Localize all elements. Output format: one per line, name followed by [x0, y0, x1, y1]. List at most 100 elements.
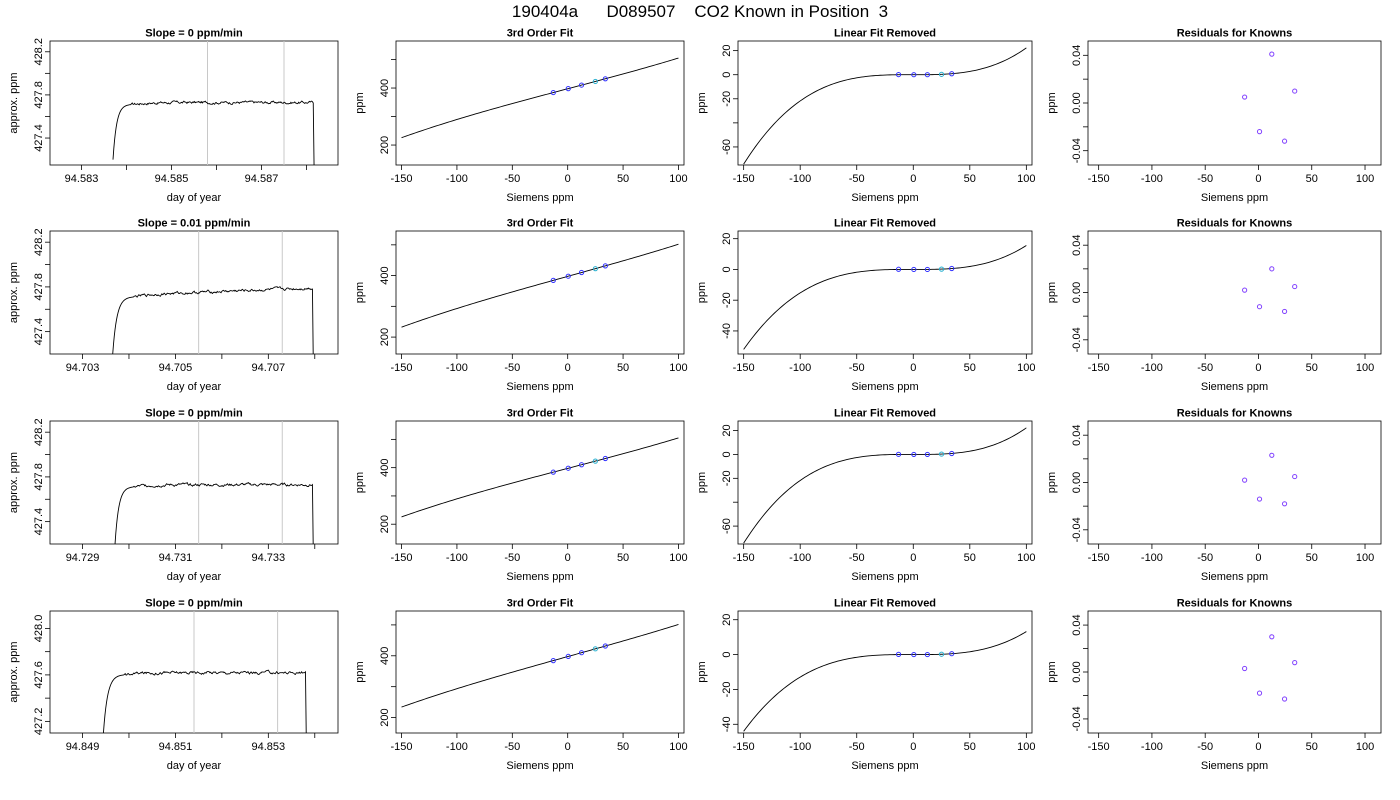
- panel-title: 3rd Order Fit: [507, 28, 574, 40]
- data-point: [1269, 51, 1275, 57]
- y-tick-label: 400: [379, 458, 391, 476]
- x-tick-label: 94.733: [251, 552, 285, 564]
- x-tick-label: -100: [446, 362, 468, 374]
- panel-row3-col4: Residuals for Knowns -150 -100 -50 0 50 100 -0.…: [1046, 408, 1382, 583]
- panel-title: Linear Fit Removed: [834, 408, 936, 420]
- x-axis-label: day of year: [167, 571, 222, 583]
- data-point: [550, 89, 556, 96]
- x-tick-label: -150: [733, 362, 755, 374]
- x-tick-label: -150: [391, 173, 413, 185]
- x-tick-label: -150: [733, 552, 755, 564]
- x-tick-label: 100: [1356, 741, 1374, 753]
- panel-title: Slope = 0.01 ppm/min: [138, 218, 251, 230]
- data-point: [1281, 501, 1288, 507]
- data-point: [578, 462, 585, 468]
- data-point: [1292, 660, 1298, 666]
- panel-title: Residuals for Knowns: [1177, 598, 1293, 610]
- x-axis-label: Siemens ppm: [1201, 192, 1268, 204]
- data-point: [592, 266, 598, 272]
- plot-frame: [1087, 610, 1382, 734]
- y-axis-label: ppm: [354, 661, 366, 682]
- panel-row1-col1: Slope = 0 ppm/min 94.583 94.585 94.587 427.4…: [8, 28, 339, 204]
- x-tick-label: -50: [504, 173, 520, 185]
- y-tick-label: -60: [721, 518, 733, 534]
- x-tick-label: -100: [1141, 362, 1163, 374]
- ppm-trace-line: [102, 669, 307, 733]
- x-tick-label: 94.849: [66, 741, 100, 753]
- y-axis-label: approx. ppm: [8, 72, 20, 133]
- plot-frame: [395, 610, 685, 734]
- y-tick-label: -20: [721, 470, 733, 486]
- x-tick-label: -50: [1197, 173, 1213, 185]
- y-tick-label: 400: [379, 647, 391, 665]
- x-tick-label: -50: [504, 362, 520, 374]
- plot-frame: [49, 40, 339, 166]
- data-point: [1292, 473, 1298, 480]
- x-tick-label: 94.729: [66, 552, 100, 564]
- x-tick-label: -150: [391, 741, 413, 753]
- plot-frame: [395, 230, 685, 355]
- y-axis-label: ppm: [1046, 661, 1058, 682]
- plot-area: [401, 437, 679, 518]
- x-tick-label: 0: [565, 362, 571, 374]
- y-axis-label: ppm: [354, 92, 366, 113]
- ppm-trace-line: [112, 100, 315, 165]
- data-point: [602, 455, 608, 462]
- x-tick-label: -100: [1141, 173, 1163, 185]
- x-tick-label: 0: [910, 552, 916, 564]
- y-tick-label: 0: [721, 72, 733, 78]
- x-tick-label: 100: [669, 173, 687, 185]
- data-point: [1256, 496, 1263, 502]
- panel-row2-col3: Linear Fit Removed -150 -100 -50 0 50 100 -40 -2…: [696, 218, 1036, 394]
- plot-frame: [737, 420, 1033, 545]
- x-tick-label: -100: [446, 552, 468, 564]
- data-point: [1281, 308, 1288, 315]
- x-tick-label: 0: [910, 362, 916, 374]
- data-point: [949, 651, 955, 657]
- x-tick-label: -50: [1197, 741, 1213, 753]
- panel-row2-col1: Slope = 0.01 ppm/min 94.703 94.705 94.707 42…: [8, 218, 339, 393]
- x-tick-label: -50: [849, 552, 865, 564]
- data-point: [938, 71, 945, 77]
- panel-row4-col4: Residuals for Knowns -150 -100 -50 0 50 100 -0.…: [1046, 598, 1382, 772]
- x-tick-label: -150: [733, 741, 755, 753]
- x-axis-label: day of year: [167, 760, 222, 772]
- data-point: [924, 72, 931, 78]
- y-axis-label: ppm: [696, 92, 708, 113]
- x-axis-label: Siemens ppm: [1201, 571, 1268, 583]
- plot-area: [112, 231, 314, 354]
- x-axis-label: Siemens ppm: [506, 192, 573, 204]
- data-point: [578, 269, 585, 276]
- data-point: [911, 451, 917, 458]
- y-tick-label: 428.2: [33, 418, 45, 446]
- y-tick-label: -0.04: [1071, 706, 1083, 731]
- panel-title: Residuals for Knowns: [1177, 218, 1293, 230]
- panel-row3-col2: 3rd Order Fit -150 -100 -50 0 50 100 200 400 Siem…: [354, 408, 688, 584]
- y-tick-label: 427.8: [33, 81, 45, 109]
- fit-curve-line: [743, 245, 1027, 350]
- data-point: [550, 469, 556, 475]
- data-point: [1256, 690, 1263, 696]
- x-tick-label: -100: [446, 173, 468, 185]
- data-point: [602, 76, 608, 82]
- panel-row1-col3: Linear Fit Removed -150 -100 -50 0 50 100 -60 -2…: [696, 28, 1036, 205]
- x-tick-label: 0: [565, 173, 571, 185]
- data-point: [949, 71, 955, 77]
- plot-frame: [737, 230, 1033, 355]
- x-tick-label: 50: [1306, 552, 1318, 564]
- data-point: [911, 651, 917, 658]
- x-axis-label: Siemens ppm: [506, 381, 573, 393]
- data-point: [1269, 452, 1275, 458]
- y-axis-label: ppm: [1046, 472, 1058, 493]
- x-tick-label: -150: [1088, 552, 1110, 564]
- data-point: [895, 71, 902, 78]
- x-axis-label: Siemens ppm: [851, 760, 918, 772]
- y-tick-label: -20: [721, 681, 733, 697]
- data-point: [911, 266, 917, 273]
- data-point: [565, 273, 571, 279]
- x-tick-label: 100: [1017, 552, 1035, 564]
- plot-frame: [395, 420, 685, 545]
- plot-frame: [737, 40, 1033, 166]
- fit-curve-line: [401, 437, 679, 518]
